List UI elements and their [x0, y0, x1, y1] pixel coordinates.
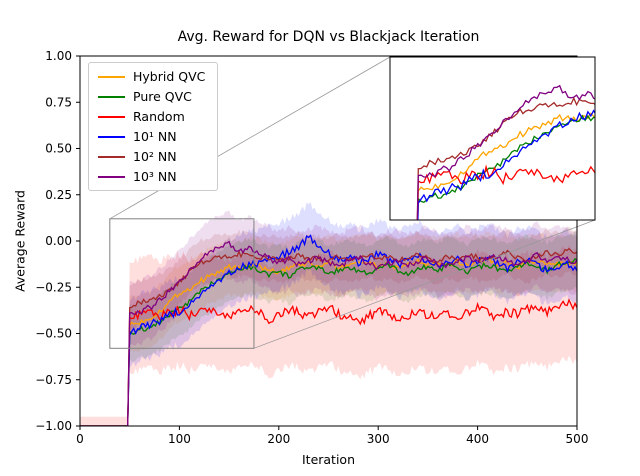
y-tick-label: 1.00 — [45, 49, 72, 63]
legend-entry-0: Hybrid QVC — [98, 69, 205, 84]
x-tick-label: 100 — [168, 432, 191, 446]
legend-label: Pure QVC — [133, 89, 192, 104]
legend-line-swatch — [98, 95, 125, 98]
inset-connector-line — [253, 219, 596, 349]
x-tick-label: 400 — [466, 432, 489, 446]
x-tick-label: 300 — [367, 432, 390, 446]
inset-series-line-4 — [416, 96, 595, 220]
y-tick-label: −0.25 — [35, 280, 72, 294]
y-tick-label: 0.00 — [45, 234, 72, 248]
y-tick-label: 0.25 — [45, 188, 72, 202]
confidence-band-3 — [80, 202, 577, 426]
y-tick-label: −1.00 — [35, 419, 72, 433]
x-tick-label: 0 — [76, 432, 84, 446]
legend-label: Random — [133, 109, 185, 124]
confidence-band-2 — [80, 244, 577, 426]
legend-line-swatch — [98, 175, 125, 178]
x-axis-label: Iteration — [301, 452, 356, 467]
y-tick-label: 0.50 — [45, 142, 72, 156]
chart-title: Avg. Reward for DQN vs Blackjack Iterati… — [177, 29, 480, 45]
confidence-bands — [80, 202, 577, 426]
legend: Hybrid QVC Pure QVC Random 10¹ NN 10² NN 10³ … — [88, 62, 219, 191]
series-line-3 — [80, 234, 577, 426]
legend-entry-1: Pure QVC — [98, 89, 205, 104]
legend-line-swatch — [98, 135, 125, 138]
legend-entry-5: 10³ NN — [98, 169, 205, 184]
zoom-region-rect — [109, 218, 255, 349]
series-line-2 — [80, 298, 577, 426]
legend-label: 10¹ NN — [133, 129, 177, 144]
legend-label: 10² NN — [133, 149, 177, 164]
y-tick-label: −0.75 — [35, 373, 72, 387]
legend-entry-3: 10¹ NN — [98, 129, 205, 144]
x-tick-label: 200 — [267, 432, 290, 446]
inset-connector-line — [109, 56, 391, 220]
legend-line-swatch — [98, 155, 125, 158]
inset-background — [390, 57, 595, 220]
confidence-band-4 — [80, 226, 577, 426]
inset-lines — [416, 84, 595, 220]
series-line-5 — [80, 240, 577, 426]
series-line-4 — [80, 247, 577, 426]
inset-border — [389, 56, 596, 221]
legend-line-swatch — [98, 115, 125, 118]
legend-label: 10³ NN — [133, 169, 177, 184]
x-tick-label: 500 — [566, 432, 589, 446]
y-tick-label: 0.75 — [45, 95, 72, 109]
legend-line-swatch — [98, 75, 125, 78]
legend-entry-4: 10² NN — [98, 149, 205, 164]
y-tick-label: −0.50 — [35, 327, 72, 341]
series-lines — [80, 234, 577, 426]
legend-entry-2: Random — [98, 109, 205, 124]
inset-series-line-5 — [416, 84, 595, 220]
legend-label: Hybrid QVC — [133, 69, 206, 84]
confidence-band-0 — [80, 230, 577, 426]
